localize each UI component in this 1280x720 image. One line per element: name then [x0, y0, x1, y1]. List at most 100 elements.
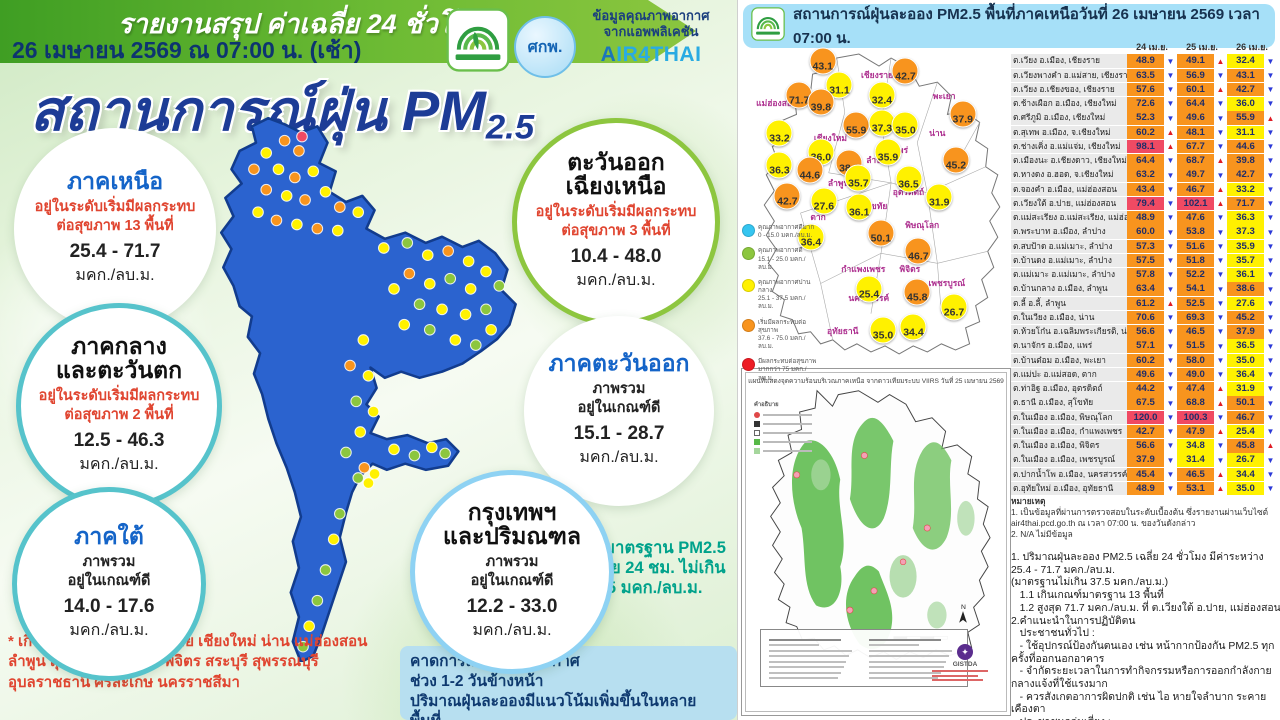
pm-value: 72.6: [1127, 97, 1164, 111]
pm-marker: 42.7: [773, 182, 801, 210]
hotspot-list-line: [769, 660, 847, 663]
table-row: ต.แม่เมาะ อ.แม่เมาะ, ลำปาง 57.8 ▼ 52.2 ▼ 36.1…: [1011, 268, 1279, 282]
pm-marker: 36.3: [765, 151, 793, 179]
pm-value: 55.9: [1227, 111, 1264, 125]
arrow-up-icon: ▲: [1216, 85, 1225, 95]
station-dot: [480, 303, 492, 316]
forecast-line: ปริมาณฝุ่นละอองมีแนวโน้มเพิ่มขึ้นในหลายพ…: [410, 693, 697, 720]
col-header-26: 26 เม.ย.: [1236, 42, 1268, 52]
arrow-up-icon: ▲: [1266, 441, 1275, 451]
region-unit: มคก./ลบ.ม.: [69, 622, 149, 640]
pm-value: 45.8: [1227, 439, 1264, 453]
arrow-down-icon: ▼: [1216, 284, 1225, 294]
hotspot-list-line: [769, 677, 839, 679]
station-dot: [280, 190, 293, 202]
pm-value: 52.5: [1177, 296, 1214, 311]
pm-value: 68.7: [1177, 154, 1214, 168]
pm-value: 69.3: [1177, 310, 1214, 325]
arrow-down-icon: ▼: [1266, 427, 1275, 437]
station-dot: [333, 507, 346, 520]
arrow-down-icon: ▼: [1166, 398, 1175, 408]
province-label: พะเยา: [932, 90, 956, 101]
pm-value: 43.1: [1227, 68, 1264, 83]
summary-line: - ควรสังเกตอาการผิดปกติ เช่น ไอ หายใจลำบ…: [1011, 691, 1267, 716]
station-name: ต.ท่าอิฐ อ.เมือง, อุตรดิตถ์: [1011, 382, 1127, 396]
light-forest-icon: [754, 448, 760, 454]
hotspot-list-line: [869, 677, 939, 679]
region-status: ภาพรวม อยู่ในเกณฑ์ดี: [68, 553, 151, 591]
pm-value: 57.3: [1127, 239, 1164, 254]
legend-label-range: 0 - 15.0 มคก./ลบ.ม.: [758, 232, 813, 240]
station-dot: [319, 185, 332, 198]
pm-marker: 44.6: [796, 156, 824, 184]
pm-value: 51.6: [1177, 239, 1214, 254]
pm-value: 36.1: [1227, 268, 1264, 282]
arrow-down-icon: ▼: [1266, 313, 1275, 323]
station-dot: [408, 449, 421, 462]
table-row: ต.นาจักร อ.เมือง, แพร่ 57.1 ▼ 51.5 ▼ 36.5 ▼: [1011, 339, 1279, 353]
pm-value: 49.1: [1177, 54, 1214, 68]
station-dot: [357, 334, 370, 346]
north-arrow-icon: N: [959, 604, 967, 623]
station-dot: [278, 134, 291, 147]
arrow-down-icon: ▼: [1266, 355, 1275, 365]
station-name: ต.หางดง อ.ฮอด, จ.เชียงใหม่: [1011, 168, 1127, 182]
hotspot-list-line: [869, 671, 941, 674]
pm-value: 52.3: [1127, 111, 1164, 125]
station-name: ต.เมืองนะ อ.เชียงดาว, เชียงใหม่: [1011, 154, 1127, 168]
pm-value: 53.8: [1177, 225, 1214, 239]
pm-value: 67.7: [1177, 139, 1214, 154]
region-title-line: และปริมณฑล: [443, 522, 581, 549]
note-line: 2. N/A ไม่มีข้อมูล: [1011, 528, 1073, 539]
station-table: 24 เม.ย. 25 เม.ย. 26 เม.ย. ต.เวียง อ.เมื…: [1011, 40, 1279, 496]
pm-marker: 42.7: [891, 57, 919, 85]
region-circle-north: ภาคเหนือ อยู่ในระดับเริ่มมีผลกระทบ ต่อสุขภ…: [14, 128, 216, 330]
legend-label-name: มีผลกระทบต่อสุขภาพ: [758, 358, 817, 366]
pm-value: 36.4: [1227, 367, 1264, 382]
arrow-down-icon: ▼: [1166, 441, 1175, 451]
arrow-down-icon: ▼: [1166, 99, 1175, 109]
arrow-down-icon: ▼: [1166, 384, 1175, 394]
summary-line: 1. ปริมาณฝุ่นละออง PM2.5 เฉลี่ย 24 ชั่วโ…: [1011, 552, 1267, 576]
station-dot: [362, 369, 375, 382]
arrow-down-icon: ▼: [1216, 127, 1225, 137]
pm-value: 46.5: [1177, 325, 1214, 339]
summary-line: ประชาชนกลุ่มเสี่ยง :: [1011, 717, 1280, 720]
legend-label-name: เริ่มมีผลกระทบต่อสุขภาพ: [758, 318, 806, 334]
arrow-down-icon: ▼: [1266, 270, 1275, 280]
gistda-icon: ✦: [957, 643, 973, 660]
legend-label-range: 37.6 - 75.0 มคก./ลบ.ม.: [758, 334, 806, 351]
table-row: ต.ในเวียง อ.เมือง, น่าน 70.6 ▼ 69.3 ▼ 45.2 ▼: [1011, 310, 1279, 325]
hotspot-list-col: [869, 635, 959, 681]
station-dot: [291, 218, 303, 231]
pm-value: 60.2: [1127, 353, 1164, 368]
table-row: ต.ธานี อ.เมือง, สุโขทัย 67.5 ▼ 68.8 ▲ 50.1 ▼: [1011, 396, 1279, 410]
pm-marker: 50.1: [867, 219, 895, 247]
arrow-down-icon: ▼: [1266, 341, 1275, 351]
station-name: ต.ปากน้ำโพ อ.เมือง, นครสวรรค์: [1011, 467, 1127, 482]
table-row: ต.สุเทพ อ.เมือง, จ.เชียงใหม่ 60.2 ▲ 48.1 ▼ 31…: [1011, 125, 1279, 140]
arrow-down-icon: ▼: [1266, 199, 1275, 209]
region-title-line: ภาคเหนือ: [66, 167, 164, 194]
summary-line: - ใช้อุปกรณ์ป้องกันตนเอง เช่น หน้ากากป้อ…: [1011, 640, 1275, 665]
arrow-down-icon: ▼: [1166, 469, 1175, 479]
pm-value: 56.6: [1127, 325, 1164, 339]
station-dot: [327, 533, 340, 546]
region-status-line: ภาพรวม: [485, 554, 539, 571]
station-dot: [423, 277, 436, 290]
arrow-down-icon: ▼: [1166, 85, 1175, 95]
arrow-down-icon: ▼: [1216, 455, 1225, 465]
station-dot: [311, 222, 324, 235]
region-status: อยู่ในระดับเริ่มมีผลกระทบ ต่อสุขภาพ 2 พื้…: [39, 387, 200, 425]
pm-marker: 31.9: [925, 183, 953, 211]
table-row: ต.ในเมือง อ.เมือง, พิษณุโลก 120.0 ▼ 100.3 ▼ 4…: [1011, 410, 1279, 425]
legend-label-name: คุณภาพอากาศดีมาก: [758, 224, 815, 231]
arrow-down-icon: ▼: [1216, 370, 1225, 380]
pm-value: 57.8: [1127, 268, 1164, 282]
station-dot: [272, 163, 285, 176]
pm-value: 54.1: [1177, 282, 1214, 296]
arrow-down-icon: ▼: [1216, 113, 1225, 123]
hotspot-map-graphic: N: [770, 389, 991, 661]
air4thai-caption-2: จากแอพพลิเคชัน: [603, 24, 699, 40]
arrow-down-icon: ▼: [1216, 227, 1225, 237]
